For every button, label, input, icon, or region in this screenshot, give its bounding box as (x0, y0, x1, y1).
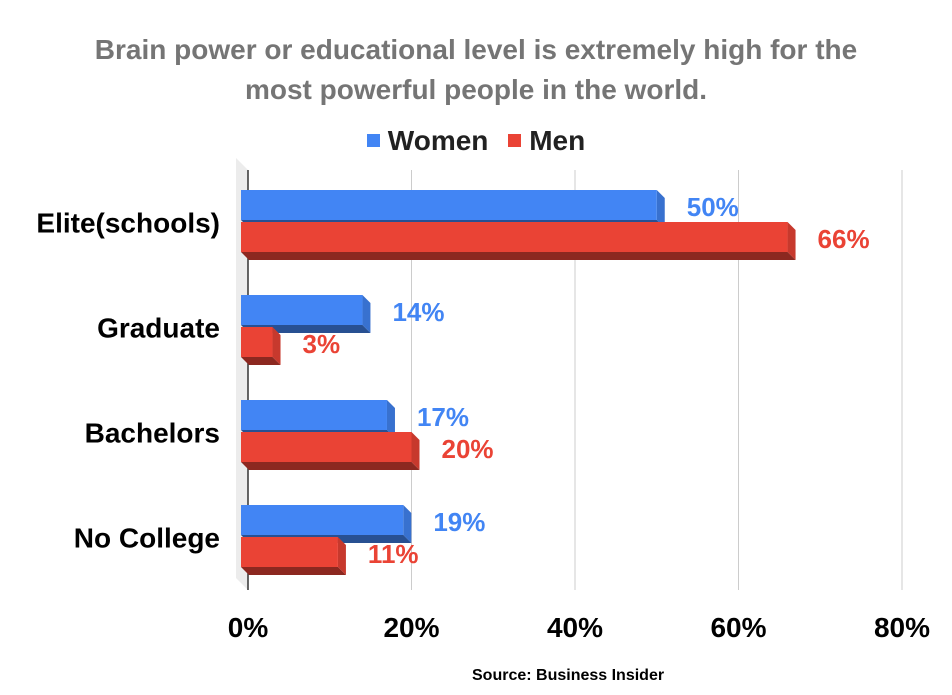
x-tick-label-80: 80% (874, 612, 930, 643)
bar-side-men (787, 222, 796, 260)
bar-men (241, 432, 412, 462)
bar-women (241, 400, 387, 430)
bar-women (241, 505, 404, 535)
bar-men (241, 327, 273, 357)
legend-swatch-men (508, 134, 522, 147)
x-tick-label-0: 0% (228, 612, 269, 643)
legend-label-men: Men (529, 124, 586, 156)
bar-bottom-men (241, 462, 420, 470)
data-label-men: 11% (368, 539, 419, 569)
data-label-men: 66% (818, 224, 870, 254)
legend-swatch-women (366, 134, 380, 147)
bar-bottom-men (241, 252, 796, 260)
data-label-women: 50% (687, 192, 739, 222)
legend-item-men: Men (508, 125, 585, 157)
chart-title-line-1: Brain power or educational level is extr… (94, 34, 858, 65)
data-label-women: 19% (433, 507, 485, 537)
bar-women (241, 190, 657, 220)
bar-side-women (403, 505, 412, 543)
axis-wall (236, 158, 248, 590)
category-label: No College (74, 523, 220, 554)
bar-side-women (386, 400, 395, 438)
data-label-men: 20% (442, 434, 494, 464)
legend-label-women: Women (387, 124, 489, 156)
bar-men (241, 537, 338, 567)
category-label: Graduate (97, 313, 220, 344)
chart-title-line-2: most powerful people in the world. (244, 74, 707, 105)
legend-item-women: Women (366, 124, 489, 157)
bar-side-women (656, 190, 665, 228)
source-note: Source: Business Insider (472, 667, 665, 684)
category-label: Elite(schools) (36, 208, 220, 239)
x-tick-label-40: 40% (547, 612, 603, 643)
chart-title: Brain power or educational level is extr… (0, 30, 952, 110)
bar-side-men (337, 537, 346, 575)
bar-side-men (411, 432, 420, 470)
bar-women (241, 295, 363, 325)
chart-legend: Women Men (0, 122, 952, 157)
bar-bottom-men (241, 567, 346, 575)
bar-side-women (362, 295, 371, 333)
data-label-women: 14% (392, 297, 444, 327)
data-label-women: 17% (417, 402, 469, 432)
bar-bottom-men (241, 357, 281, 365)
x-tick-label-20: 20% (383, 612, 439, 643)
data-label-men: 3% (303, 329, 341, 359)
bar-men (241, 222, 788, 252)
category-label: Bachelors (85, 418, 220, 449)
x-tick-label-60: 60% (710, 612, 766, 643)
bar-side-men (272, 327, 281, 365)
